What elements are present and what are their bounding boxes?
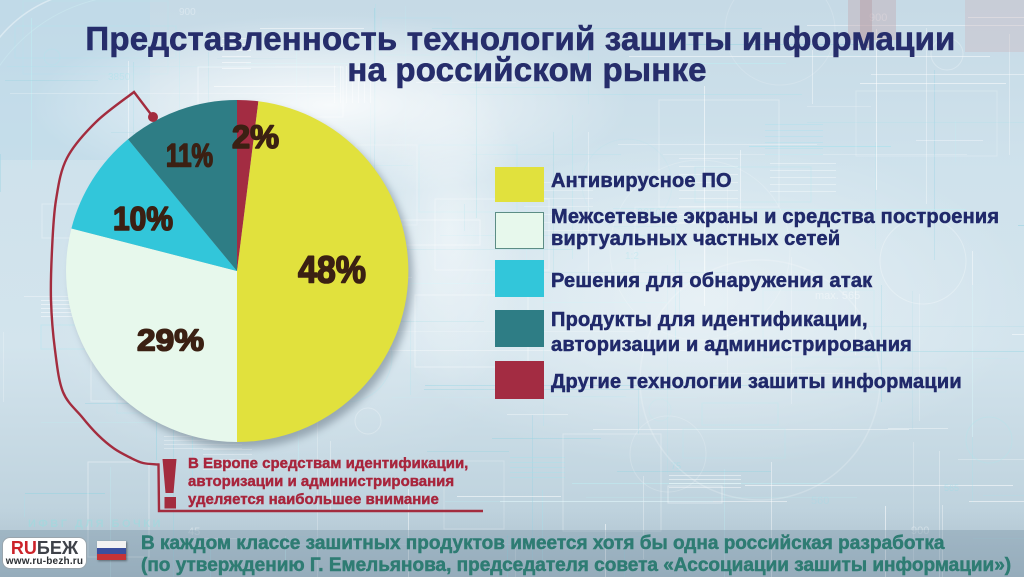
svg-text:10%: 10% xyxy=(113,200,173,237)
svg-text:560: 560 xyxy=(811,495,829,507)
svg-text:48%: 48% xyxy=(298,250,366,292)
svg-text:2%: 2% xyxy=(232,119,279,155)
svg-text:ИФВГ ДЛЯ БОЧКИ: ИФВГ ДЛЯ БОЧКИ xyxy=(28,518,163,530)
svg-text:45: 45 xyxy=(817,542,827,552)
svg-text:900: 900 xyxy=(869,12,887,24)
svg-text:45: 45 xyxy=(188,526,200,538)
svg-text:max. 565: max. 565 xyxy=(815,290,860,302)
svg-text:565: 565 xyxy=(944,483,959,493)
svg-text:900: 900 xyxy=(911,525,929,537)
svg-text:900: 900 xyxy=(179,7,196,18)
svg-text:11%: 11% xyxy=(166,138,213,174)
svg-text:29%: 29% xyxy=(137,323,204,358)
